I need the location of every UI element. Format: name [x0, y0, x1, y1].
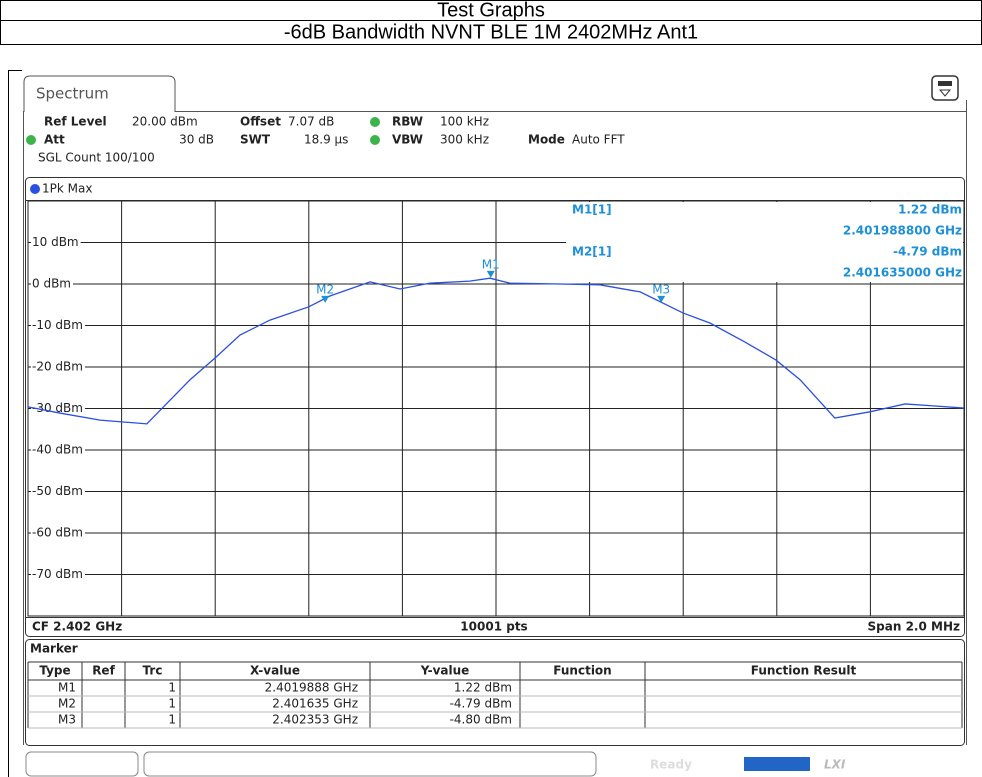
marker-label: M2 [316, 282, 334, 296]
table-cell: M2 [58, 697, 76, 711]
table-cell: 2.4019888 GHz [265, 681, 358, 695]
trace-label: 1Pk Max [42, 182, 92, 196]
tab[interactable] [23, 75, 176, 112]
menu-icon-arrow [938, 89, 952, 97]
status-dot [370, 135, 380, 145]
marker-readout: 1.22 dBm [898, 203, 962, 217]
column-header: X-value [250, 664, 300, 678]
trace-dot [30, 184, 40, 194]
setting-label: Att [44, 133, 65, 147]
marker-triangle [657, 295, 666, 303]
column-header: Type [39, 664, 70, 678]
label-bg [31, 401, 85, 415]
status-dot [26, 135, 36, 145]
label-bg [31, 525, 85, 540]
setting-label: VBW [392, 133, 423, 147]
span: Span 2.0 MHz [868, 620, 960, 634]
marker-table-frame [25, 639, 965, 746]
label-bg [31, 442, 85, 457]
page-title: Test Graphs [437, 0, 545, 21]
label-bg [31, 318, 85, 332]
label-bg [31, 567, 85, 581]
table-cell: M3 [58, 713, 76, 727]
setting-value: 18.9 µs [304, 133, 348, 147]
column-header: Ref [92, 664, 115, 678]
label-bg [31, 276, 73, 291]
label-bg [31, 235, 81, 249]
y-tick-label: -10 dBm [32, 318, 83, 332]
y-tick-label: 10 dBm [32, 235, 79, 249]
marker-readout: 2.401635000 GHz [843, 266, 962, 280]
marker-label: M3 [652, 282, 670, 296]
y-tick-label: -70 dBm [32, 567, 83, 581]
y-tick-label: -30 dBm [32, 401, 83, 415]
marker-triangle [321, 295, 330, 303]
setting-value: 7.07 dB [288, 115, 334, 129]
y-tick-label: -20 dBm [32, 360, 83, 374]
table-cell: -4.80 dBm [450, 713, 512, 727]
status-dot [370, 117, 380, 127]
tab-label[interactable]: Spectrum [36, 85, 109, 103]
status-text: Ready [650, 758, 692, 772]
column-header: Function [553, 664, 611, 678]
marker-readout: 2.401988800 GHz [843, 224, 962, 238]
table-cell: 1 [168, 681, 176, 695]
marker-table: Type Ref Trc X-value Y-value Function Function… [27, 661, 963, 729]
setting-value: 300 kHz [440, 133, 489, 147]
setting-value: 30 dB [179, 133, 214, 147]
y-tick-label: -40 dBm [32, 443, 83, 457]
table-cell: 1.22 dBm [454, 681, 512, 695]
readout-bg [566, 202, 963, 282]
plot: 10 dBm 0 dBm -10 dBm -20 dBm -30 dBm -40 dBm -… [27, 200, 965, 617]
setting-value: Auto FFT [572, 133, 625, 147]
table-cell: -4.79 dBm [450, 697, 512, 711]
y-tick-label: 0 dBm [32, 277, 71, 291]
menu-icon-bar [938, 81, 952, 86]
center-frequency: CF 2.402 GHz [32, 620, 122, 634]
setting-label: Offset [240, 115, 281, 129]
sweep-count: SGL Count 100/100 [38, 151, 155, 165]
column-header: Y-value [420, 664, 470, 678]
header-box [0, 0, 982, 45]
table-cell: 2.402353 GHz [272, 713, 358, 727]
column-header: Trc [143, 664, 163, 678]
page-subtitle: -6dB Bandwidth NVNT BLE 1M 2402MHz Ant1 [284, 21, 698, 43]
marker-readout: M1[1] [572, 203, 612, 217]
lxi-logo: LXI [824, 758, 846, 772]
progress-bar [744, 757, 810, 771]
marker-label: M1 [482, 257, 500, 271]
setting-label: Ref Level [44, 115, 107, 129]
table-cell: M1 [58, 681, 76, 695]
label-bg [31, 359, 85, 374]
marker-readout: M2[1] [572, 245, 612, 259]
setting-label: RBW [392, 115, 423, 129]
marker-table-title: Marker [30, 642, 78, 656]
y-tick-label: -50 dBm [32, 484, 83, 498]
y-tick-label: -60 dBm [32, 526, 83, 540]
setting-value: 20.00 dBm [132, 115, 198, 129]
setting-label: Mode [528, 133, 565, 147]
plot-border [27, 200, 965, 617]
status-field [25, 751, 139, 777]
sweep-points: 10001 pts [460, 620, 527, 634]
status-field [143, 751, 597, 777]
marker-readout: -4.79 dBm [893, 245, 962, 259]
trace [27, 277, 965, 425]
label-bg [31, 484, 85, 498]
table-cell: 1 [168, 697, 176, 711]
table-cell: 2.401635 GHz [272, 697, 358, 711]
marker-triangle [486, 270, 495, 278]
column-header: Function Result [751, 664, 857, 678]
setting-label: SWT [240, 133, 271, 147]
setting-value: 100 kHz [440, 115, 489, 129]
table-cell: 1 [168, 713, 176, 727]
